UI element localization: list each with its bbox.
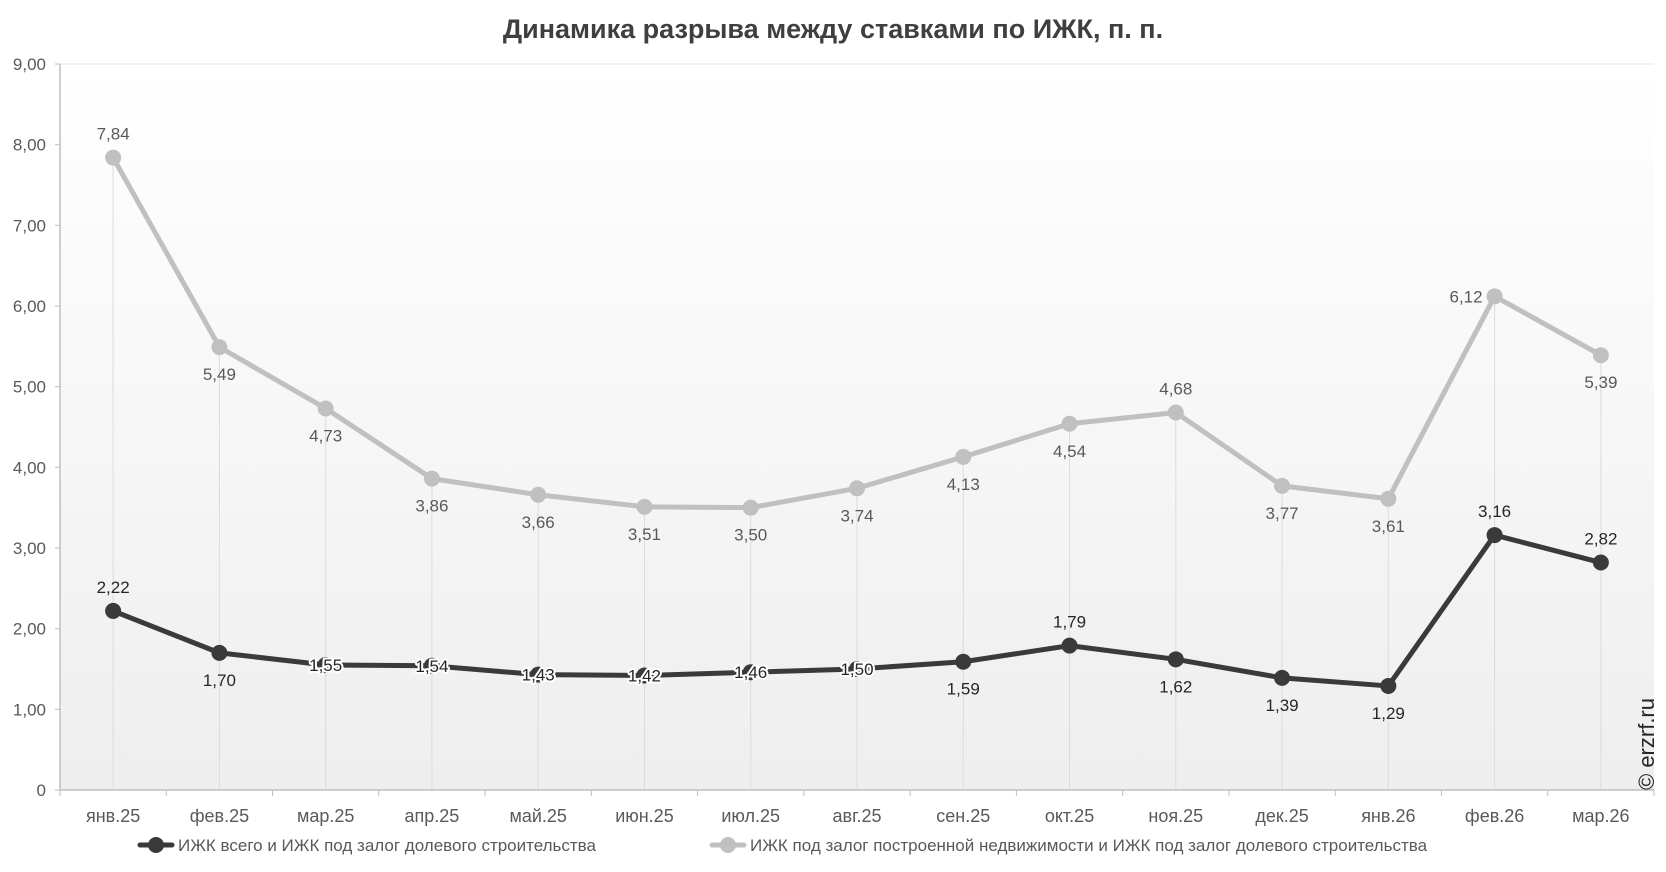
x-tick-label: июл.25 xyxy=(721,806,780,826)
y-tick-label: 0 xyxy=(37,781,46,800)
x-tick-label: авг.25 xyxy=(833,806,882,826)
chart-title: Динамика разрыва между ставками по ИЖК, … xyxy=(503,14,1163,44)
legend-marker-icon xyxy=(148,837,164,853)
series-light-point xyxy=(1167,404,1184,421)
x-tick-label: ноя.25 xyxy=(1148,806,1203,826)
series-light-point xyxy=(742,499,759,516)
y-tick-label: 6,00 xyxy=(13,297,46,316)
series-dark-data-label: 1,42 xyxy=(628,666,661,685)
y-tick-label: 4,00 xyxy=(13,458,46,477)
series-light-data-label: 6,12 xyxy=(1450,287,1483,306)
series-dark-point xyxy=(1380,677,1397,694)
series-light-point xyxy=(105,149,122,166)
x-tick-label: мар.26 xyxy=(1572,806,1629,826)
series-dark-point xyxy=(1061,637,1078,654)
series-dark-point xyxy=(211,644,228,661)
series-dark-point xyxy=(423,657,440,674)
y-tick-label: 3,00 xyxy=(13,539,46,558)
x-tick-label: мар.25 xyxy=(297,806,354,826)
series-light-data-label: 5,39 xyxy=(1584,373,1617,392)
series-dark-point xyxy=(1486,527,1503,544)
series-light-data-label: 7,84 xyxy=(97,125,130,144)
series-dark-point xyxy=(742,664,759,681)
x-tick-label: апр.25 xyxy=(405,806,460,826)
series-light-data-label: 3,77 xyxy=(1266,504,1299,523)
grid xyxy=(60,63,1654,790)
legend-item-dark: ИЖК всего и ИЖК под залог долевого строи… xyxy=(137,836,597,855)
y-tick-label: 1,00 xyxy=(13,700,46,719)
series-dark-data-label: 1,70 xyxy=(203,671,236,690)
series-light-point xyxy=(530,486,547,503)
watermark: © erzrf.ru xyxy=(1634,698,1659,790)
series-light-point xyxy=(1274,477,1291,494)
series-light-data-label: 4,13 xyxy=(947,475,980,494)
x-tick-label: окт.25 xyxy=(1045,806,1094,826)
x-tick-label: дек.25 xyxy=(1255,806,1308,826)
series-dark-data-label: 1,59 xyxy=(947,680,980,699)
series-dark-data-label: 1,62 xyxy=(1159,677,1192,696)
series-dark-point xyxy=(105,602,122,619)
series-light-data-label: 5,49 xyxy=(203,365,236,384)
y-tick-label: 2,00 xyxy=(13,620,46,639)
series-light-point xyxy=(1061,415,1078,432)
series-light-point xyxy=(211,339,228,356)
series-light-point xyxy=(317,400,334,417)
series-light-point xyxy=(1380,490,1397,507)
series-light-point xyxy=(636,498,653,515)
y-tick-label: 9,00 xyxy=(13,55,46,74)
legend-label: ИЖК под залог построенной недвижимости и… xyxy=(750,836,1428,855)
legend: ИЖК всего и ИЖК под залог долевого строи… xyxy=(137,836,1428,855)
series-dark-data-label: 2,22 xyxy=(97,578,130,597)
series-dark-point xyxy=(849,661,865,677)
series-light-point xyxy=(849,480,865,497)
y-axis: 0 1,00 2,00 3,00 4,00 5,00 6,00 7,00 8,00 9,00 xyxy=(13,55,61,800)
y-tick-label: 8,00 xyxy=(13,136,46,155)
series-dark-data-label: 3,16 xyxy=(1478,502,1511,521)
series-dark-point xyxy=(530,666,547,683)
series-light-data-label: 3,74 xyxy=(840,506,873,525)
series-dark-point xyxy=(955,653,972,670)
series-light-point xyxy=(955,448,972,465)
x-tick-label: фев.25 xyxy=(190,806,249,826)
y-tick-label: 7,00 xyxy=(13,216,46,235)
series-light-data-label: 4,68 xyxy=(1159,379,1192,398)
series-light-data-label: 3,86 xyxy=(415,497,448,516)
series-light-data-label: 3,66 xyxy=(522,513,555,532)
x-axis: янв.25 фев.25 мар.25 апр.25 май.25 июн.25 июл.… xyxy=(59,789,1655,826)
series-dark-data-label: 1,46 xyxy=(734,663,767,682)
series-dark-point xyxy=(317,656,334,673)
series-dark-point xyxy=(1167,651,1184,668)
x-tick-label: фев.26 xyxy=(1465,806,1524,826)
series-group: 7,84 5,49 4,73 3,86 3,66 3,51 3,50 3,74 4,13 4,54… xyxy=(97,125,1618,723)
x-tick-label: сен.25 xyxy=(936,806,990,826)
series-light-data-label: 3,50 xyxy=(734,526,767,545)
series-light-data-label: 3,61 xyxy=(1372,517,1405,536)
series-dark-data-label: 1,55 xyxy=(309,656,342,675)
series-light-data-label: 3,51 xyxy=(628,525,661,544)
series-light-data-label: 4,73 xyxy=(309,426,342,445)
series-light-point xyxy=(423,470,440,487)
series-dark-data-label: 2,82 xyxy=(1584,530,1617,549)
series-dark-data-label: 1,50 xyxy=(840,660,873,679)
x-tick-label: янв.26 xyxy=(1361,806,1415,826)
series-dark-point xyxy=(1274,669,1291,686)
series-light-point xyxy=(1486,288,1503,305)
series-light-data-label: 4,54 xyxy=(1053,442,1086,461)
series-dark-data-label: 1,39 xyxy=(1266,696,1299,715)
series-dark-data-label: 1,29 xyxy=(1372,704,1405,723)
legend-label: ИЖК всего и ИЖК под залог долевого строи… xyxy=(178,836,597,855)
x-tick-label: янв.25 xyxy=(86,806,140,826)
series-dark-data-label: 1,43 xyxy=(522,666,555,685)
y-tick-label: 5,00 xyxy=(13,378,46,397)
series-light-point xyxy=(1592,347,1609,364)
series-dark-data-label: 1,79 xyxy=(1053,613,1086,632)
series-dark-point xyxy=(1592,554,1609,571)
series-dark-point xyxy=(636,667,653,684)
series-dark-data-label: 1,54 xyxy=(415,657,448,676)
x-tick-label: июн.25 xyxy=(615,806,674,826)
legend-item-light: ИЖК под залог построенной недвижимости и… xyxy=(709,836,1428,855)
x-tick-label: май.25 xyxy=(509,806,566,826)
legend-marker-icon xyxy=(720,837,736,853)
